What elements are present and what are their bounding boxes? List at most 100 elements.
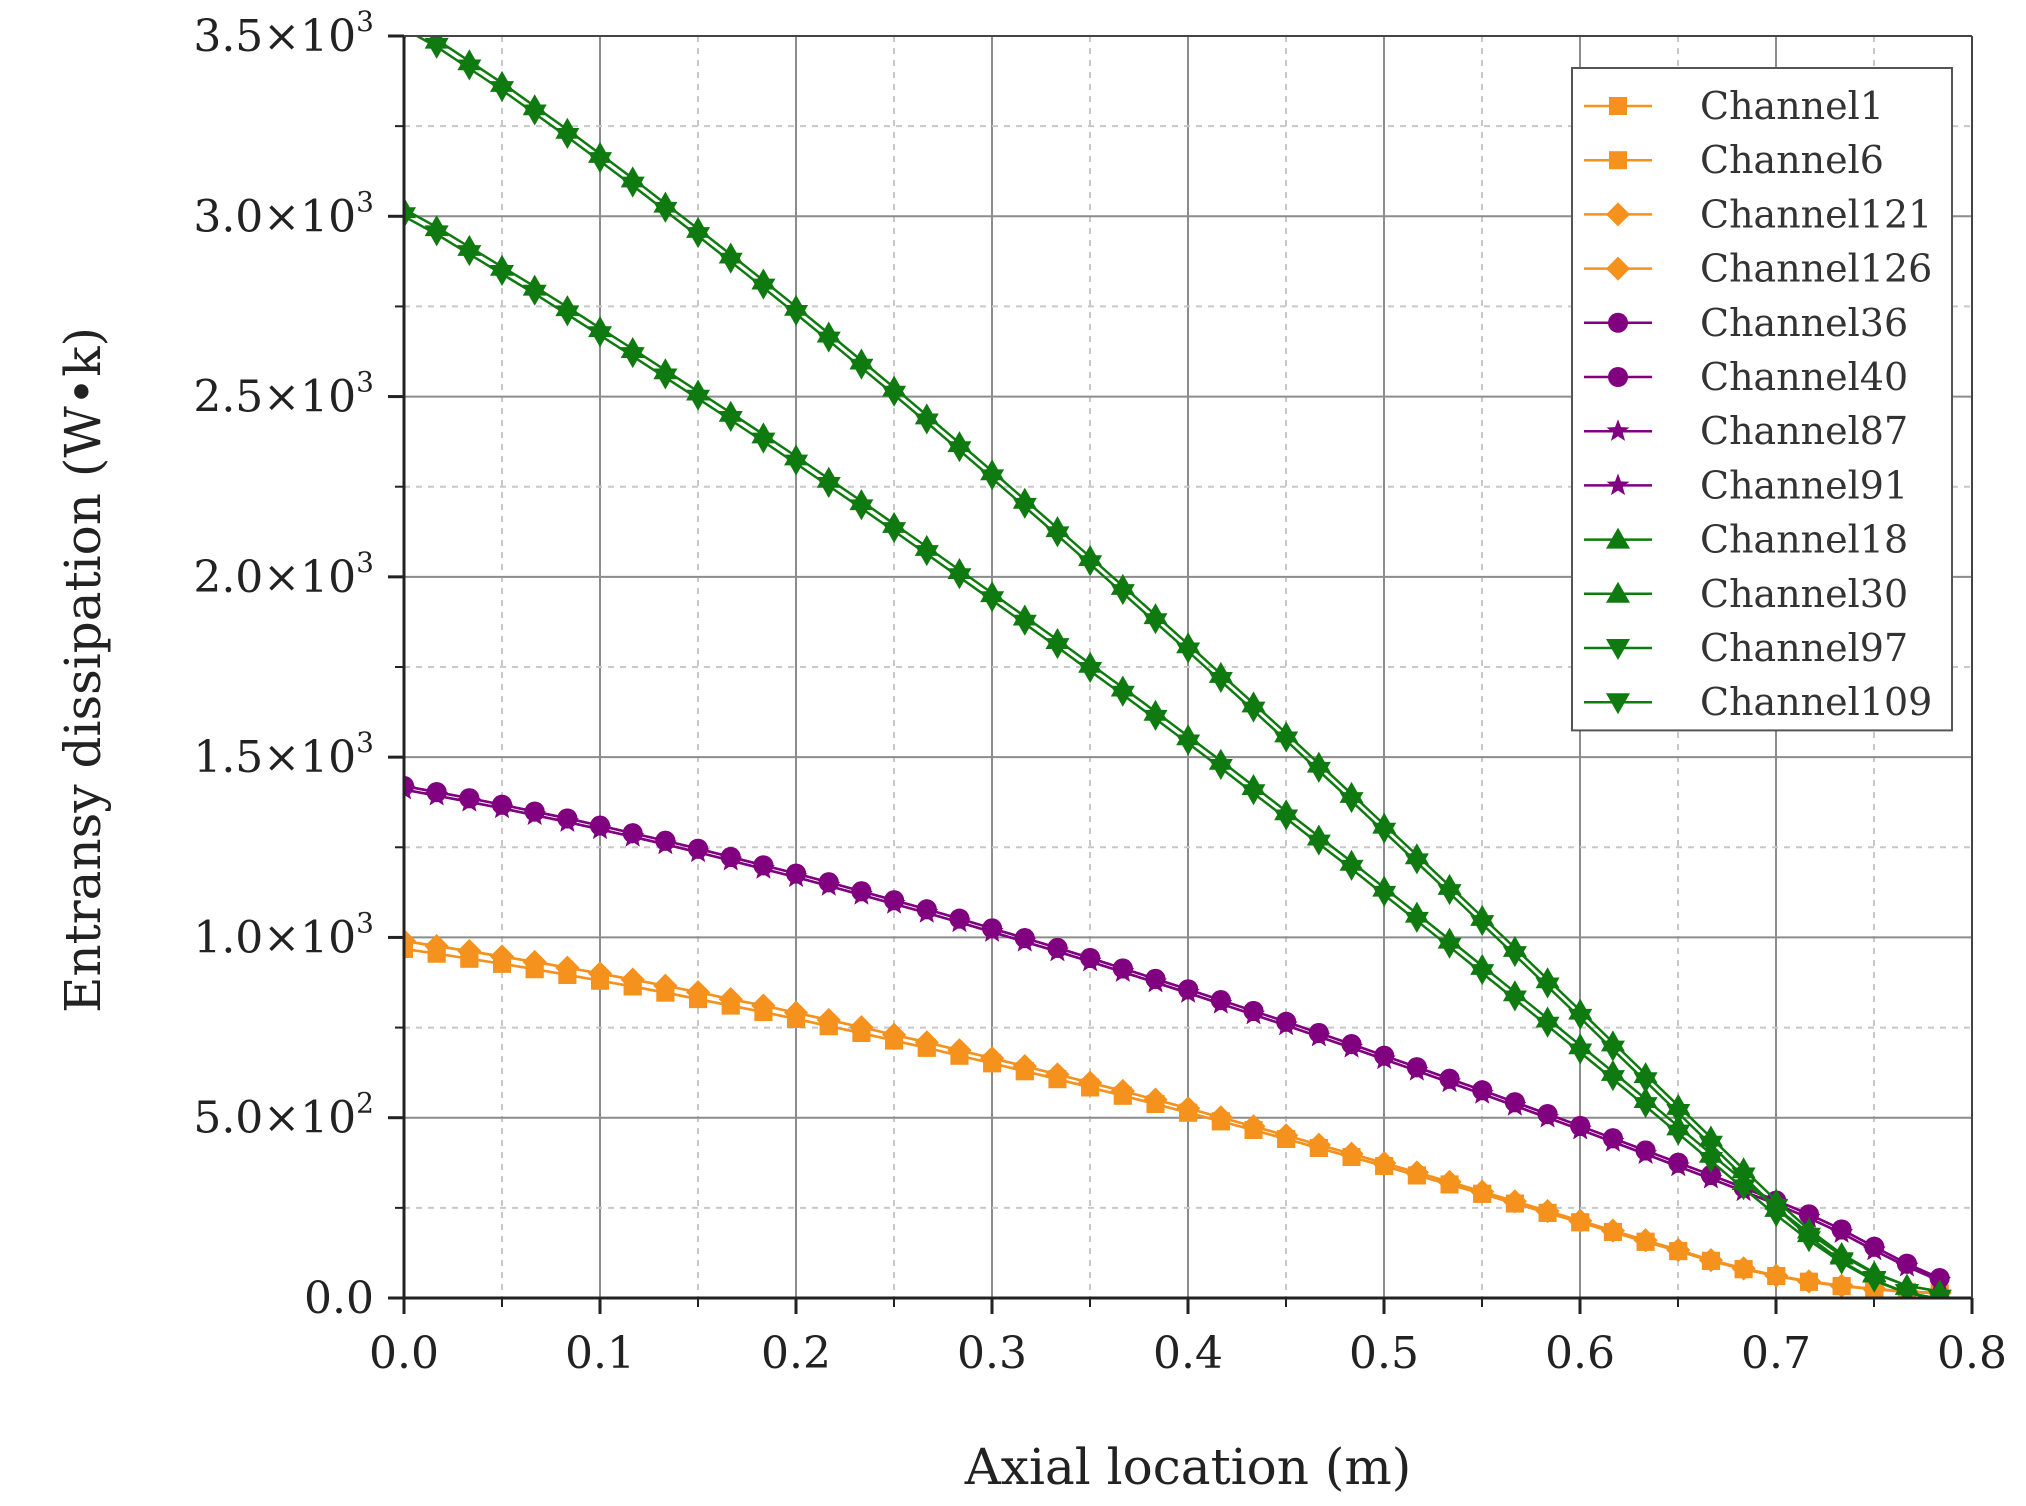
legend-item-channel1: Channel1 [1584,84,1884,128]
grid [404,36,1972,1298]
legend-marker [1606,419,1630,441]
legend-item-channel87: Channel87 [1584,409,1908,453]
data-point-channel91 [523,803,547,825]
data-point-channel109 [849,358,874,380]
data-point-channel91 [1176,980,1200,1003]
data-point-channel97 [784,454,809,476]
data-point-channel126 [1045,1062,1070,1087]
data-point-channel126 [1306,1132,1331,1157]
data-point-channel109 [1764,1198,1789,1220]
data-point-channel126 [1535,1199,1560,1224]
data-point-channel91 [1372,1047,1396,1070]
data-point-channel97 [1502,990,1527,1012]
data-point-channel97 [1372,885,1397,907]
data-point-channel126 [1633,1228,1658,1253]
legend-item-channel97: Channel97 [1584,626,1908,670]
data-point-channel126 [686,980,711,1005]
data-point-channel97 [1045,638,1070,660]
data-point-channel126 [424,934,449,959]
data-point-channel97 [1568,1043,1593,1065]
data-point-channel91 [1405,1058,1429,1081]
data-point-channel91 [1078,949,1102,972]
legend-marker [1609,97,1627,115]
data-point-channel109 [1927,1289,1952,1298]
data-point-channel97 [914,545,939,567]
data-point-channel126 [1698,1248,1723,1273]
data-point-channel91 [1307,1024,1331,1047]
data-point-channel109 [1339,792,1364,814]
x-axis-title: Axial location (m) [964,1438,1412,1496]
data-point-channel91 [1340,1035,1363,1058]
data-point-channel109 [1274,731,1299,753]
x-tick-label: 0.6 [1545,1328,1615,1379]
data-point-channel97 [620,347,645,369]
data-point-channel97 [1698,1151,1723,1173]
data-point-channel97 [686,389,711,411]
data-point-channel126 [555,955,580,980]
y-axis-title: Entransy dissipation (W•k) [54,327,112,1013]
data-point-channel126 [1764,1263,1789,1288]
data-point-channel91 [1699,1166,1723,1189]
legend-marker [1606,693,1630,715]
legend-marker [1609,151,1627,170]
legend-item-channel40: Channel40 [1584,355,1908,399]
data-point-channel91 [719,848,743,871]
data-point-channel109 [914,413,939,435]
data-point-channel109 [882,385,907,407]
data-point-channel91 [1862,1238,1886,1261]
data-point-channel109 [1862,1270,1887,1292]
data-point-channel97 [882,522,907,544]
legend-marker [1606,639,1630,660]
data-point-channel126 [1012,1054,1037,1079]
data-point-channel91 [621,824,645,847]
legend: Channel1 Channel6 Channel121 Channel126 Chan… [1571,67,1953,732]
data-point-channel109 [1012,497,1037,519]
data-point-channel109 [1437,884,1462,906]
data-point-channel109 [1306,761,1331,783]
x-tick-label: 0.0 [369,1328,439,1379]
data-point-channel97 [751,432,776,454]
y-tick-label: 3.0×103 [193,185,374,242]
data-point-channel91 [1601,1129,1625,1152]
data-point-channel91 [817,873,841,896]
data-point-channel91 [555,810,579,832]
data-point-channel109 [751,278,776,300]
data-point-channel6 [404,939,413,958]
data-point-channel126 [718,987,743,1012]
data-point-channel109 [1143,613,1168,635]
legend-box [1571,67,1953,732]
data-point-channel97 [522,284,547,306]
data-point-channel97 [1633,1097,1658,1119]
data-point-channel109 [522,104,547,126]
data-point-channel97 [980,591,1005,613]
data-point-channel97 [1176,734,1201,756]
data-point-channel91 [882,891,906,914]
legend-label: Channel40 [1700,355,1908,399]
data-point-channel91 [1013,929,1037,952]
y-tick-label: 0.0 [304,1273,374,1324]
y-tick-label: 5.0×102 [193,1087,374,1144]
data-point-channel126 [1568,1208,1593,1233]
data-point-channel91 [1536,1105,1559,1128]
data-point-channel109 [686,227,711,249]
data-point-channel91 [490,796,514,819]
data-point-channel91 [1111,960,1135,982]
data-point-channel91 [784,865,808,887]
data-point-channel109 [1110,584,1135,606]
data-point-channel91 [686,840,710,863]
data-point-channel126 [522,949,547,974]
data-point-channel126 [1110,1079,1135,1104]
data-point-channel97 [1666,1124,1691,1146]
data-point-channel109 [1600,1040,1625,1062]
data-point-channel126 [1372,1151,1397,1176]
data-point-channel97 [1143,709,1168,731]
legend-label: Channel97 [1700,626,1908,670]
legend-marker [1606,581,1630,603]
data-point-channel109 [1078,555,1103,577]
legend-item-channel126: Channel126 [1584,247,1932,291]
data-point-channel91 [980,920,1004,942]
data-point-channel97 [1208,758,1233,780]
x-tick-label: 0.8 [1937,1328,2007,1379]
x-tick-label: 0.2 [761,1328,831,1379]
